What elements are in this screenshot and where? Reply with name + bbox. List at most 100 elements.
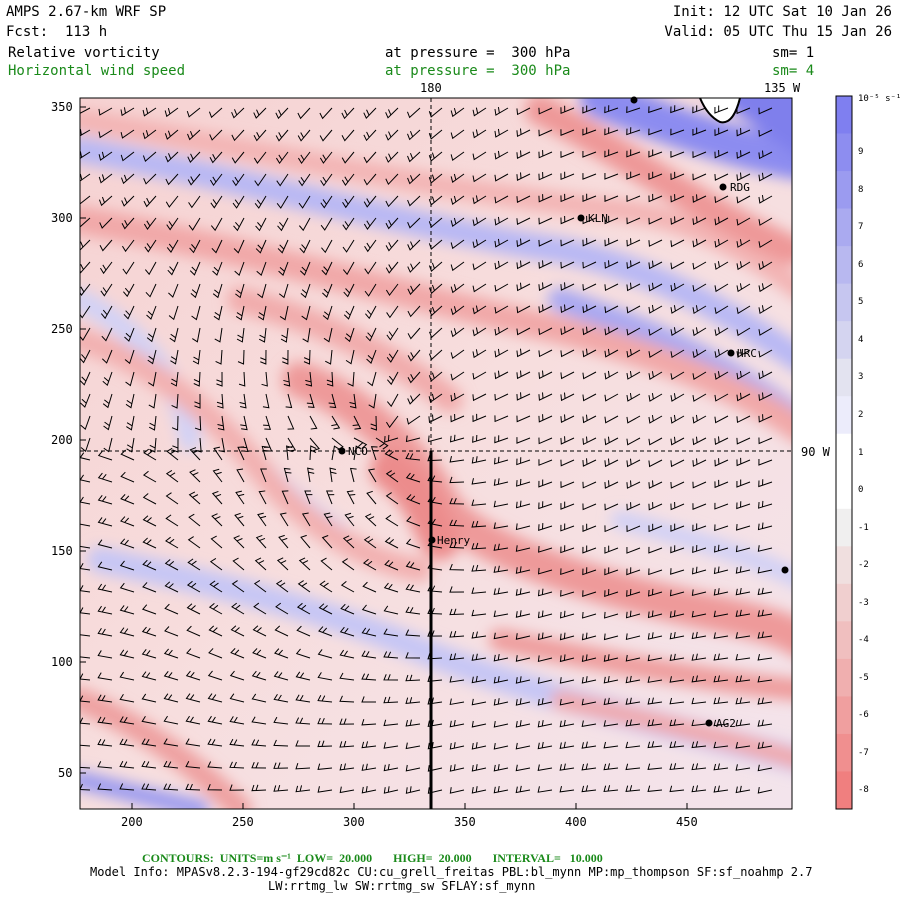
- wind-barb: [164, 603, 179, 615]
- wind-barb: [80, 349, 91, 364]
- wind-barb: [450, 349, 465, 360]
- wind-barb: [494, 283, 509, 292]
- wind-barb: [339, 649, 355, 659]
- wind-barb: [307, 467, 315, 483]
- wind-barb: [692, 238, 707, 248]
- wind-barb: [385, 151, 399, 163]
- wind-barb: [97, 561, 113, 571]
- wind-barb: [516, 128, 531, 138]
- colorbar-segment: [836, 471, 852, 510]
- wind-barb: [758, 194, 773, 204]
- wind-barb: [713, 719, 729, 727]
- wind-barb: [516, 217, 531, 226]
- wind-barb: [648, 282, 663, 292]
- wind-barb: [449, 764, 465, 772]
- wind-barb: [736, 437, 751, 445]
- wind-barb: [648, 437, 663, 446]
- wind-barb: [757, 675, 773, 683]
- wind-barb: [253, 602, 267, 615]
- wind-barb: [186, 580, 201, 593]
- wind-barb: [231, 580, 245, 593]
- wind-barb: [648, 171, 663, 180]
- wind-barb: [647, 610, 663, 619]
- wind-barb: [167, 261, 179, 276]
- model-info: Model Info: MPASv8.2.3-194-gf29cd82c CU:…: [90, 865, 813, 879]
- wind-barb: [383, 674, 399, 681]
- wind-barb: [736, 261, 751, 271]
- wind-barb: [604, 415, 619, 424]
- wind-barb: [472, 261, 487, 271]
- wind-barb: [209, 129, 223, 141]
- wind-barb: [538, 370, 553, 380]
- wind-barb: [538, 282, 553, 291]
- wind-barb: [189, 239, 201, 254]
- wind-barb: [494, 348, 509, 358]
- wind-barb: [319, 107, 333, 120]
- wind-barb: [537, 786, 553, 793]
- wind-barb: [209, 580, 223, 593]
- wind-barb: [233, 217, 245, 232]
- wind-barb: [735, 742, 751, 749]
- model-info-line2: LW:rrtmg_lw SW:rrtmg_sw SFLAY:sf_mynn: [268, 879, 536, 893]
- wind-barb: [345, 349, 355, 365]
- wind-barb: [171, 393, 179, 409]
- wind-barb: [384, 434, 399, 443]
- wind-barb: [670, 523, 685, 532]
- wind-barb: [603, 720, 619, 727]
- wind-barb: [273, 671, 289, 681]
- wind-barb: [603, 676, 619, 684]
- wind-barb: [603, 633, 619, 641]
- wind-barb: [210, 195, 223, 209]
- wind-barb: [538, 546, 553, 553]
- wind-barb: [208, 107, 223, 119]
- wind-barb: [648, 480, 663, 489]
- wind-barb: [141, 693, 157, 703]
- wind-barb: [328, 393, 337, 409]
- wind-barb: [537, 720, 553, 728]
- wind-barb: [353, 445, 362, 461]
- wind-barb: [472, 173, 487, 183]
- wind-barb: [321, 239, 333, 254]
- wind-barb: [559, 763, 575, 771]
- wind-barb: [692, 105, 707, 114]
- wind-barb: [714, 327, 729, 337]
- wind-barb: [80, 151, 91, 159]
- wind-barb: [211, 239, 223, 254]
- wind-barb: [559, 785, 575, 793]
- wind-barb: [251, 784, 267, 792]
- wind-barb: [341, 151, 355, 164]
- wind-barb: [279, 512, 289, 527]
- wind-barb: [471, 564, 487, 572]
- wind-barb: [168, 283, 179, 298]
- wind-barb: [98, 195, 113, 207]
- wind-barb: [231, 129, 245, 142]
- wind-barb: [560, 523, 575, 532]
- wind-barb: [692, 173, 707, 181]
- wind-barb: [692, 371, 707, 381]
- wind-barb: [714, 393, 729, 402]
- wind-barb: [758, 349, 773, 358]
- wind-barb: [208, 648, 223, 659]
- wind-barb: [494, 173, 509, 182]
- wind-barb: [80, 261, 91, 274]
- wind-barb: [516, 348, 531, 358]
- wind-barb: [713, 632, 729, 639]
- wind-barb: [99, 217, 113, 229]
- wind-barb: [216, 371, 223, 387]
- wind-barb: [758, 172, 773, 182]
- wind-barb: [472, 107, 487, 117]
- wind-barb: [604, 283, 619, 292]
- wind-barb: [343, 283, 355, 298]
- wind-barb: [603, 611, 619, 619]
- wind-barb: [538, 437, 553, 445]
- wind-barb: [429, 305, 443, 317]
- wind-barb: [427, 652, 443, 660]
- wind-barb: [276, 173, 289, 187]
- wind-barb: [385, 173, 399, 186]
- wind-barb: [582, 283, 597, 291]
- contours-info: CONTOURS: UNITS=m s⁻¹ LOW= 20.000 HIGH= …: [142, 851, 603, 865]
- wind-barb: [141, 671, 157, 681]
- wind-barb: [559, 719, 575, 728]
- wind-barb: [141, 648, 157, 659]
- wind-barb: [361, 673, 377, 681]
